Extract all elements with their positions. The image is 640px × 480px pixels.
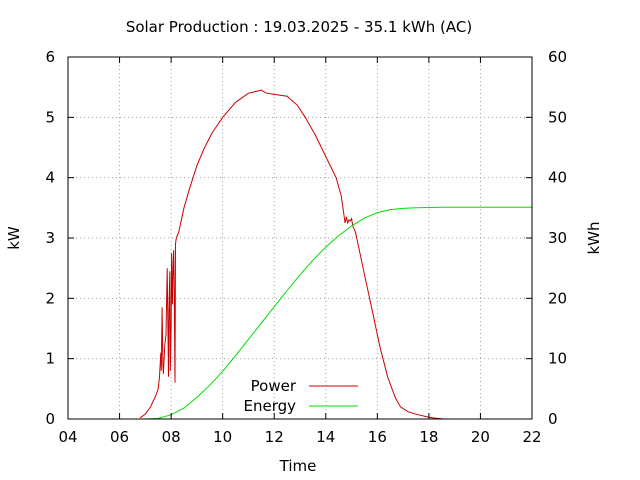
x-axis-label: Time [279,457,317,475]
y2-tick-label: 10 [548,350,567,368]
y-tick-label: 1 [45,350,55,368]
y-tick-label: 6 [45,48,55,66]
y2-tick-label: 30 [548,229,567,247]
y2-tick-label: 50 [548,108,567,126]
y-tick-label: 4 [45,169,55,187]
grid-layer [68,57,532,419]
x-tick-label: 18 [419,428,438,446]
series-line-energy [145,206,532,420]
y2-tick-label: 0 [548,410,558,428]
y-axis-label: kW [5,226,23,250]
y2-tick-label: 40 [548,169,567,187]
x-tick-label: 04 [58,428,77,446]
y2-axis-label: kWh [585,221,603,254]
y-tick-label: 3 [45,229,55,247]
x-tick-label: 10 [213,428,232,446]
x-tick-label: 06 [110,428,129,446]
legend-label-power: Power [251,377,297,395]
x-tick-label: 16 [368,428,387,446]
y-tick-label: 0 [45,410,55,428]
y2-tick-label: 60 [548,48,567,66]
chart-title: Solar Production : 19.03.2025 - 35.1 kWh… [126,18,472,36]
x-tick-label: 08 [162,428,181,446]
y2-tick-label: 20 [548,289,567,307]
x-tick-label: 22 [522,428,541,446]
y-tick-label: 5 [45,108,55,126]
x-tick-label: 20 [471,428,490,446]
x-tick-label: 12 [265,428,284,446]
legend-label-energy: Energy [243,397,296,415]
series-line-power [139,89,445,420]
x-tick-label: 14 [316,428,335,446]
series-layer [139,89,532,420]
legend: Power Energy [243,377,358,415]
y-tick-label: 2 [45,289,55,307]
